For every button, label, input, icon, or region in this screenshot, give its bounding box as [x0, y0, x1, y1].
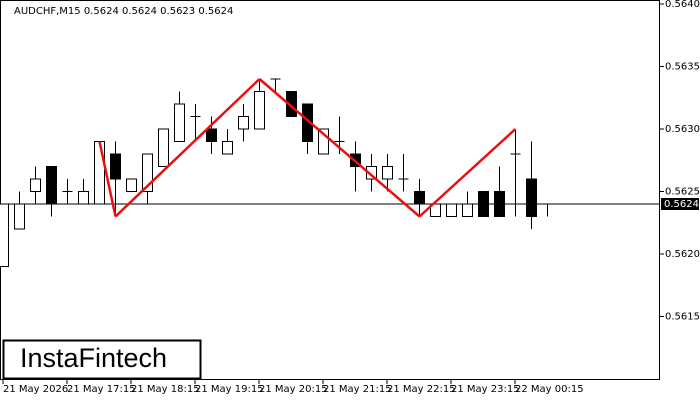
- candle-body: [30, 178, 41, 192]
- candle-body: [414, 191, 425, 205]
- logo: InstaFintech: [20, 343, 167, 373]
- candle-body: [14, 203, 25, 230]
- candle-body: [254, 91, 265, 130]
- y-tick-label: 0.5640: [665, 0, 700, 10]
- y-tick-label: 0.5625: [665, 187, 700, 198]
- candle-body: [46, 166, 57, 205]
- x-tick-label: 21 May 2026: [3, 384, 68, 395]
- x-tick-label: 21 May 23:15: [451, 384, 520, 395]
- candle-body: [366, 166, 377, 180]
- plot-frame: [0, 0, 660, 380]
- x-tick-label: 21 May 18:15: [131, 384, 200, 395]
- x-tick-label: 21 May 21:15: [323, 384, 392, 395]
- pattern-line: [114, 78, 261, 218]
- candle-body: [318, 128, 329, 155]
- chart-title: AUDCHF,M15 0.5624 0.5624 0.5623 0.5624: [14, 6, 233, 17]
- candle-body: [286, 91, 297, 117]
- x-tick-label: 21 May 19:15: [195, 384, 264, 395]
- candle-body: [222, 141, 233, 155]
- x-tick-label: 21 May 17:15: [67, 384, 136, 395]
- y-tick-label: 0.5630: [665, 124, 700, 135]
- last-price-box: [661, 198, 699, 210]
- last-price-label: 0.5624: [664, 199, 699, 210]
- candle-body: [238, 116, 249, 130]
- y-tick-label: 0.5615: [665, 312, 700, 323]
- candle-body: [174, 103, 185, 142]
- candle-body: [94, 141, 105, 205]
- candle-body: [78, 191, 89, 205]
- candle-body: [206, 128, 217, 142]
- candle-body: [302, 103, 313, 142]
- candle-body: [110, 153, 121, 180]
- candle-body: [446, 203, 457, 217]
- pattern-line: [418, 128, 517, 218]
- pattern-line: [258, 78, 421, 218]
- candle-body: [526, 178, 537, 217]
- candle-body: [462, 203, 473, 217]
- candle-body: [0, 203, 9, 267]
- candle-body: [158, 128, 169, 167]
- y-tick-label: 0.5635: [665, 62, 700, 73]
- y-tick-label: 0.5620: [665, 249, 700, 260]
- candle-body: [126, 178, 137, 192]
- logo-box: [2, 339, 202, 380]
- pattern-line: [98, 141, 117, 217]
- x-tick-label: 21 May 20:15: [259, 384, 328, 395]
- candle-body: [142, 153, 153, 192]
- candle-body: [382, 166, 393, 180]
- x-tick-label: 22 May 00:15: [515, 384, 584, 395]
- x-tick-label: 21 May 22:15: [387, 384, 456, 395]
